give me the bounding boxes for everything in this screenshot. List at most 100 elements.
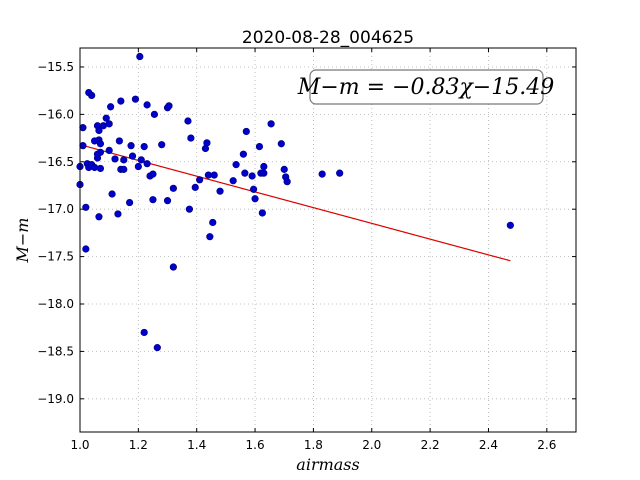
data-point (149, 196, 157, 204)
data-point (229, 177, 237, 185)
data-point (79, 142, 87, 150)
data-point (216, 187, 224, 195)
x-tick-label: 1.8 (304, 438, 323, 452)
fit-annotation: M−m = −0.83χ−15.49 (297, 69, 554, 105)
data-point (336, 169, 344, 177)
data-point (248, 172, 256, 180)
grid (80, 48, 576, 432)
data-point (169, 263, 177, 271)
data-point (96, 164, 105, 173)
data-point (90, 163, 99, 172)
x-tick-label: 2.6 (537, 438, 556, 452)
data-point (163, 197, 172, 205)
data-point (102, 114, 110, 122)
data-point (191, 183, 199, 191)
data-point (506, 221, 514, 229)
data-point (258, 209, 266, 217)
data-point (251, 195, 259, 203)
data-point (196, 176, 204, 184)
x-tick-label: 1.4 (187, 438, 206, 452)
data-point (260, 162, 268, 171)
data-point (95, 213, 103, 221)
data-point (210, 171, 218, 179)
data-point (111, 155, 119, 163)
data-point (117, 97, 125, 105)
y-tick-label: −16.0 (37, 107, 74, 121)
data-point (169, 184, 177, 192)
data-point (318, 170, 326, 178)
chart-title: 2020-08-28_004625 (242, 28, 414, 48)
data-point (283, 178, 291, 186)
y-tick-label: −17.0 (37, 202, 74, 216)
data-point (267, 120, 275, 128)
data-point (280, 165, 288, 173)
data-point (120, 165, 128, 173)
data-point (158, 141, 166, 149)
data-point (120, 156, 128, 164)
data-point (140, 143, 148, 151)
data-point (128, 152, 137, 160)
data-point (255, 143, 264, 151)
data-point (242, 127, 250, 136)
data-point (241, 169, 249, 177)
x-tick-label: 1.2 (129, 438, 148, 452)
data-point (115, 137, 123, 145)
x-tick-label: 2.4 (479, 438, 498, 452)
data-point (153, 344, 161, 352)
y-axis-ticks: −15.5 −16.0 −16.5 −17.0 −17.5 −18.0 −18.5 −19.0 (37, 60, 576, 406)
data-point (203, 139, 211, 147)
data-point (136, 52, 144, 61)
data-point (96, 148, 105, 156)
data-points (76, 52, 514, 352)
y-tick-label: −17.5 (37, 250, 74, 264)
data-point (165, 102, 173, 110)
x-tick-label: 2.0 (362, 438, 381, 452)
data-point (105, 120, 113, 128)
fit-line (79, 144, 511, 262)
data-point (206, 233, 214, 241)
y-tick-label: −18.5 (37, 344, 74, 358)
data-point (187, 134, 195, 142)
data-point (95, 126, 103, 135)
y-axis-label: M−m (13, 218, 32, 264)
data-point (108, 190, 116, 198)
data-point (185, 205, 194, 213)
data-point (150, 110, 158, 118)
y-tick-label: −18.0 (37, 297, 74, 311)
data-point (137, 156, 145, 164)
data-point (143, 160, 151, 168)
data-point (250, 185, 258, 193)
data-point (277, 140, 285, 148)
data-point (114, 210, 122, 218)
x-axis-ticks: 1.0 1.2 1.4 1.6 1.8 2.0 2.2 2.4 2.6 (70, 48, 556, 452)
data-point (134, 162, 142, 171)
data-point (82, 203, 90, 211)
data-point (131, 95, 140, 103)
data-point (260, 169, 268, 177)
data-point (79, 124, 87, 132)
y-tick-label: −19.0 (37, 392, 74, 406)
x-tick-label: 2.2 (421, 438, 440, 452)
data-point (82, 245, 90, 253)
fit-equation: M−m = −0.83χ−15.49 (297, 75, 554, 100)
data-point (143, 101, 151, 109)
data-point (105, 146, 113, 154)
fit-line-layer (79, 144, 511, 262)
data-point (232, 161, 240, 169)
y-tick-label: −15.5 (37, 60, 74, 74)
data-point (127, 142, 135, 150)
data-point (184, 117, 192, 125)
data-point (88, 91, 96, 100)
plot-frame (79, 47, 577, 433)
x-axis-label: airmass (296, 455, 359, 474)
data-point (239, 150, 247, 158)
annotation-box (309, 69, 544, 105)
data-point (140, 328, 148, 337)
y-tick-label: −16.5 (37, 155, 74, 169)
data-point (126, 198, 134, 207)
data-point (96, 140, 105, 148)
data-point (107, 103, 115, 111)
x-tick-label: 1.6 (246, 438, 265, 452)
x-tick-label: 1.0 (70, 438, 89, 452)
